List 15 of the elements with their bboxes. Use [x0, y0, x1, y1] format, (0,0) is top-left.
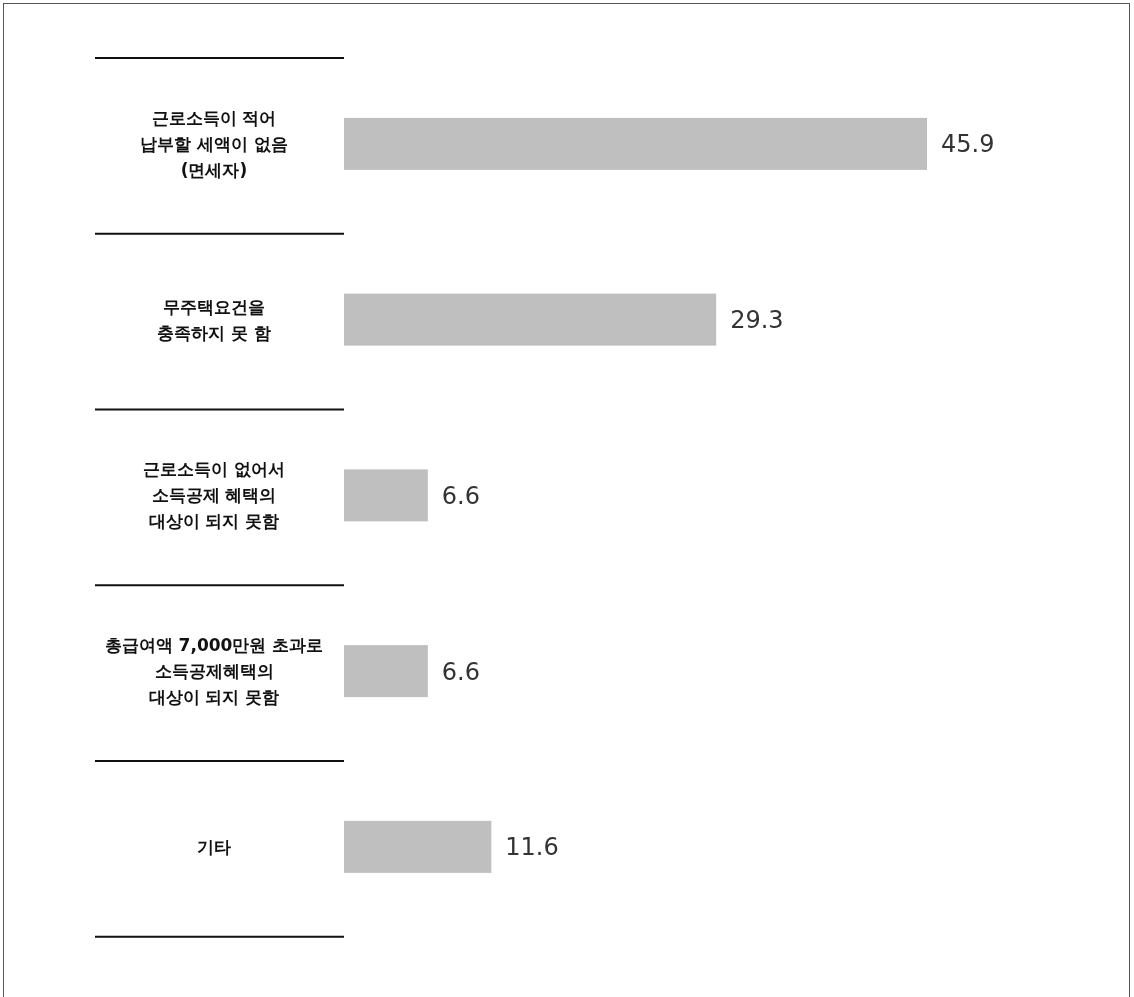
bar: [344, 117, 927, 170]
bar: [344, 645, 428, 698]
y-tick-label: 근로소득이 없어서 소득공제 혜택의 대상이 되지 못함: [143, 459, 285, 532]
data-label: 45.9: [941, 130, 995, 159]
data-label: 6.6: [441, 481, 480, 510]
data-label: 6.6: [441, 657, 480, 686]
data-label: 29.3: [730, 306, 784, 335]
y-tick-label: 기타: [197, 836, 231, 857]
bar: [344, 469, 428, 522]
y-tick-label: 무주택요건을 충족하지 못 함: [157, 296, 271, 343]
bar: [344, 820, 492, 873]
bar: [344, 293, 717, 346]
data-label: 11.6: [505, 833, 559, 862]
y-tick-label: 근로소득이 적어 납부할 세액이 없음 (면세자): [140, 107, 288, 180]
y-tick-label: 총급여액 7,000만원 초과로 소득공제혜택의 대상이 되지 못함: [104, 635, 324, 708]
